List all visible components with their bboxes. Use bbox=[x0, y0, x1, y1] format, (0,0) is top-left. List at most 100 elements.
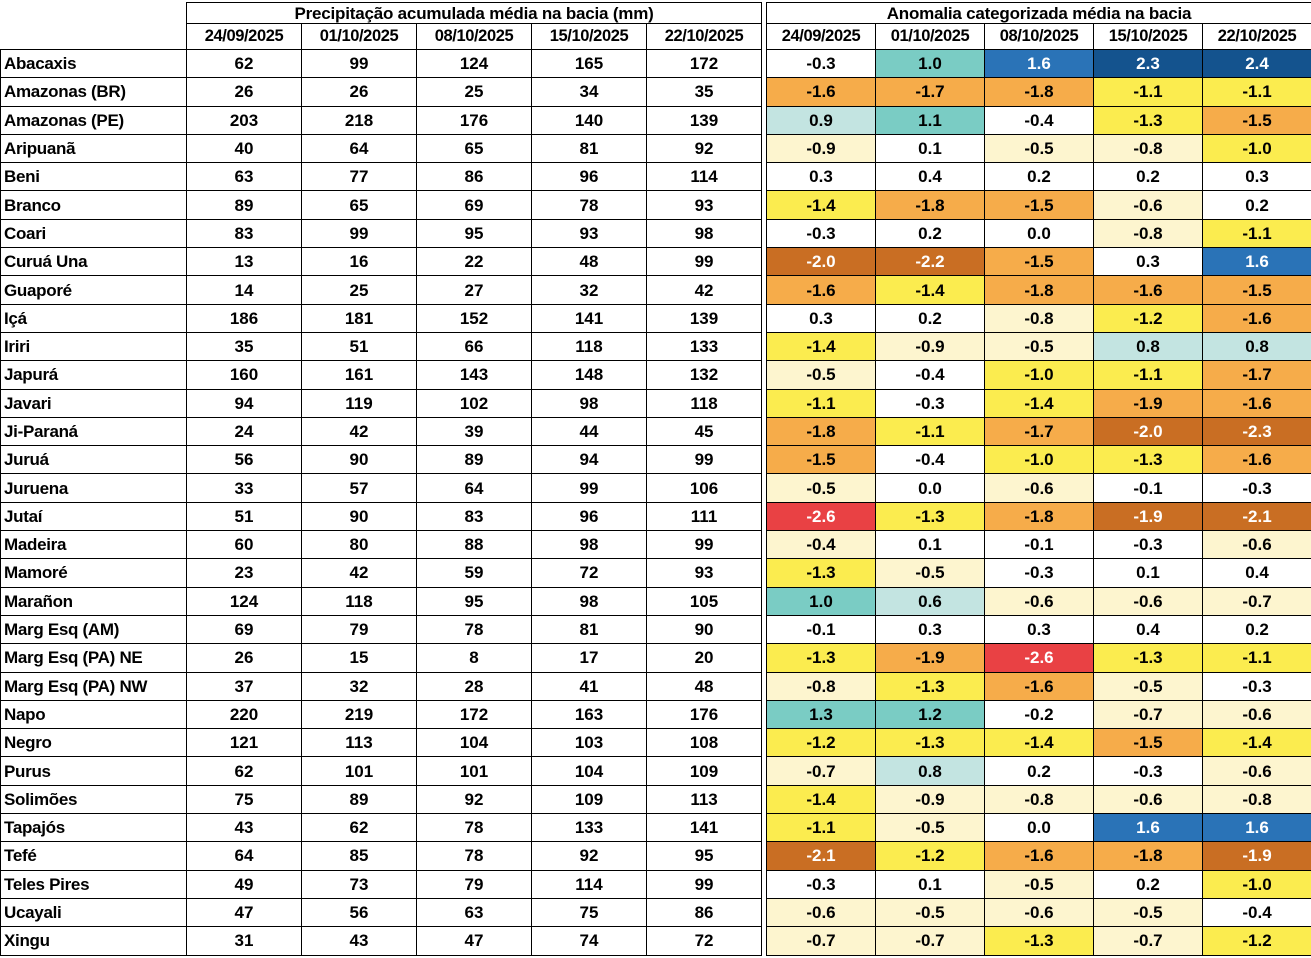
precip-cell: 48 bbox=[645, 671, 763, 701]
precip-cell: 22 bbox=[416, 247, 532, 277]
anomaly-cell: -0.5 bbox=[1093, 897, 1203, 928]
table-row: Abacaxis 62 99 124 165 172 bbox=[0, 48, 763, 79]
anomaly-cell: 0.3 bbox=[1201, 162, 1311, 192]
table-row: -1.1 -0.3 -1.4 -1.9 -1.6 bbox=[766, 388, 1311, 418]
anomaly-cell: -1.6 bbox=[1093, 275, 1203, 305]
precip-cell: 94 bbox=[186, 388, 302, 418]
precip-cell: 56 bbox=[186, 445, 302, 475]
precip-cell: 90 bbox=[301, 501, 417, 532]
precip-cell: 203 bbox=[186, 105, 302, 135]
precip-cell: 81 bbox=[531, 133, 647, 164]
anomaly-cell: 1.6 bbox=[1201, 247, 1311, 277]
precip-cell: 139 bbox=[645, 105, 763, 135]
precip-cell: 92 bbox=[531, 841, 647, 871]
table-row: Ji-Paraná 24 42 39 44 45 bbox=[0, 416, 763, 447]
anomaly-cell: -0.8 bbox=[1093, 218, 1203, 249]
basin-name: Curuá Una bbox=[0, 247, 187, 277]
basin-name: Japurá bbox=[0, 360, 187, 390]
anomaly-cell: -1.2 bbox=[766, 728, 876, 758]
anomaly-cell: -1.9 bbox=[875, 643, 985, 673]
anomaly-cell: -0.4 bbox=[984, 105, 1094, 135]
precip-cell: 44 bbox=[531, 416, 647, 447]
basin-name: Marg Esq (PA) NE bbox=[0, 643, 187, 673]
basin-name: Aripuanã bbox=[0, 133, 187, 164]
anomaly-cell: -1.9 bbox=[1093, 501, 1203, 532]
table-row: Teles Pires 49 73 79 114 99 bbox=[0, 869, 763, 899]
precip-cell: 89 bbox=[301, 784, 417, 815]
anomaly-cell: -1.8 bbox=[766, 416, 876, 447]
table-row: Guaporé 14 25 27 32 42 bbox=[0, 275, 763, 305]
anomaly-cell: -1.7 bbox=[984, 416, 1094, 447]
anomaly-cell: -0.4 bbox=[1201, 897, 1311, 928]
anomaly-cell: -1.1 bbox=[1201, 643, 1311, 673]
table-row: Negro 121 113 104 103 108 bbox=[0, 728, 763, 758]
precip-cell: 23 bbox=[186, 558, 302, 588]
anomaly-cell: -1.3 bbox=[875, 728, 985, 758]
anomaly-cell: 0.6 bbox=[875, 586, 985, 616]
basin-name: Javari bbox=[0, 388, 187, 418]
anomaly-cell: -1.5 bbox=[766, 445, 876, 475]
anomaly-cell: 0.3 bbox=[875, 614, 985, 645]
table-row: Napo 220 219 172 163 176 bbox=[0, 699, 763, 730]
precip-cell: 218 bbox=[301, 105, 417, 135]
table-row: Curuá Una 13 16 22 48 99 bbox=[0, 247, 763, 277]
precip-cell: 172 bbox=[416, 699, 532, 730]
anomaly-cell: -1.4 bbox=[766, 190, 876, 220]
basin-name: Juruá bbox=[0, 445, 187, 475]
anomaly-cell: -1.9 bbox=[1201, 841, 1311, 871]
table-row: -2.1 -1.2 -1.6 -1.8 -1.9 bbox=[766, 841, 1311, 871]
anomaly-cell: -1.0 bbox=[984, 360, 1094, 390]
precip-cell: 47 bbox=[416, 926, 532, 956]
table-row: Jutaí 51 90 83 96 111 bbox=[0, 501, 763, 532]
anomaly-cell: 0.4 bbox=[1201, 558, 1311, 588]
anomaly-date-header: 01/10/2025 bbox=[875, 23, 985, 50]
anomaly-cell: -0.5 bbox=[984, 133, 1094, 164]
precip-cell: 95 bbox=[416, 218, 532, 249]
anomaly-cell: -1.1 bbox=[875, 416, 985, 447]
anomaly-cell: -0.1 bbox=[766, 614, 876, 645]
anomaly-cell: -0.9 bbox=[875, 331, 985, 362]
precip-cell: 33 bbox=[186, 473, 302, 503]
anomaly-cell: -1.8 bbox=[984, 275, 1094, 305]
anomaly-cell: -1.6 bbox=[1201, 388, 1311, 418]
precip-cell: 14 bbox=[186, 275, 302, 305]
precip-cell: 104 bbox=[531, 756, 647, 786]
table-row: -1.4 -1.8 -1.5 -0.6 0.2 bbox=[766, 190, 1311, 220]
table-row: Beni 63 77 86 96 114 bbox=[0, 162, 763, 192]
precip-cell: 72 bbox=[531, 558, 647, 588]
anomaly-cell: 0.2 bbox=[984, 162, 1094, 192]
precip-cell: 98 bbox=[531, 388, 647, 418]
precip-cell: 40 bbox=[186, 133, 302, 164]
anomaly-cell: -0.6 bbox=[1201, 756, 1311, 786]
basin-name: Içá bbox=[0, 303, 187, 333]
precip-cell: 81 bbox=[531, 614, 647, 645]
precip-cell: 103 bbox=[531, 728, 647, 758]
table-row: Aripuanã 40 64 65 81 92 bbox=[0, 133, 763, 164]
anomaly-cell: -0.1 bbox=[1093, 473, 1203, 503]
precip-cell: 13 bbox=[186, 247, 302, 277]
table-row: -0.3 0.1 -0.5 0.2 -1.0 bbox=[766, 869, 1311, 899]
anomaly-cell: -1.6 bbox=[1201, 445, 1311, 475]
anomaly-cell: -0.9 bbox=[766, 133, 876, 164]
anomaly-cell: 0.9 bbox=[766, 105, 876, 135]
anomaly-cell: 0.1 bbox=[875, 869, 985, 899]
table-row: -0.7 0.8 0.2 -0.3 -0.6 bbox=[766, 756, 1311, 786]
table-row: Madeira 60 80 88 98 99 bbox=[0, 530, 763, 560]
table-row: -1.3 -1.9 -2.6 -1.3 -1.1 bbox=[766, 643, 1311, 673]
anomaly-cell: -1.1 bbox=[1093, 360, 1203, 390]
precipitation-table-title: Precipitação acumulada média na bacia (m… bbox=[185, 2, 763, 24]
anomaly-cell: -0.3 bbox=[766, 48, 876, 79]
precip-cell: 160 bbox=[186, 360, 302, 390]
precip-cell: 114 bbox=[645, 162, 763, 192]
precip-cell: 108 bbox=[645, 728, 763, 758]
anomaly-cell: 0.2 bbox=[1093, 869, 1203, 899]
precip-cell: 118 bbox=[301, 586, 417, 616]
anomaly-cell: -0.6 bbox=[984, 897, 1094, 928]
anomaly-cell: 0.2 bbox=[875, 303, 985, 333]
anomaly-cell: 0.0 bbox=[875, 473, 985, 503]
precip-cell: 92 bbox=[645, 133, 763, 164]
precip-cell: 25 bbox=[301, 275, 417, 305]
precip-cell: 86 bbox=[645, 897, 763, 928]
precip-cell: 78 bbox=[416, 614, 532, 645]
